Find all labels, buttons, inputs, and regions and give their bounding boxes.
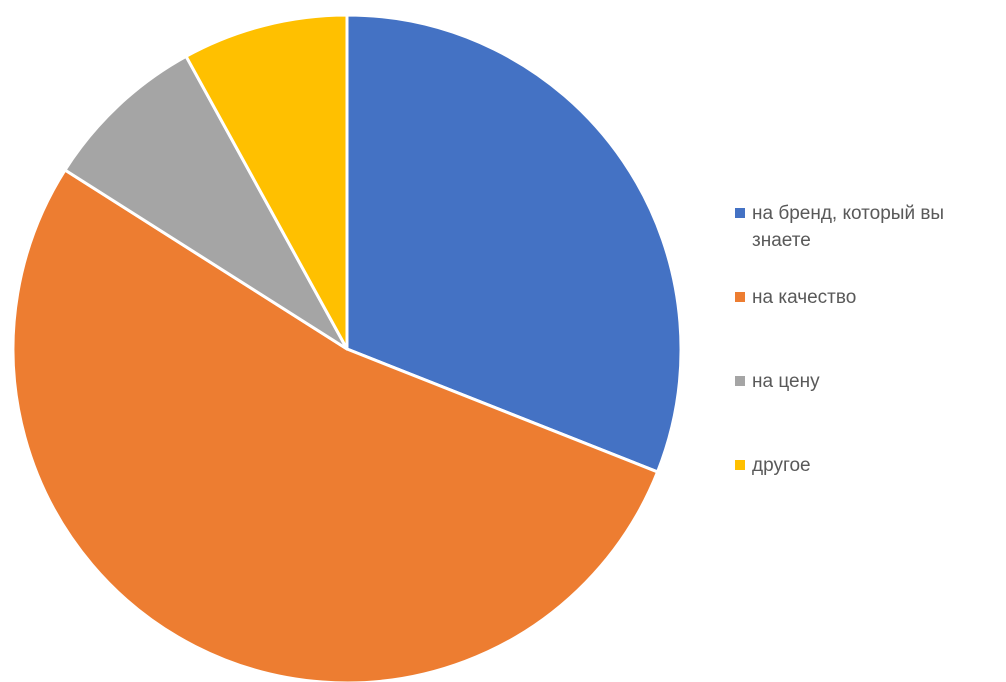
pie-slice-other — [184, 13, 349, 351]
pie-plot-area — [11, 13, 683, 682]
legend-item-brand: на бренд, который вы знаете — [735, 200, 1000, 254]
legend-swatch-quality — [735, 292, 745, 302]
legend-label-quality: на качество — [752, 287, 857, 308]
legend-swatch-other — [735, 460, 745, 470]
legend: на бренд, который вы знаете на качество … — [735, 200, 1000, 479]
legend-item-other: другое — [735, 452, 1000, 479]
pie-slice-quality — [11, 168, 660, 682]
legend-label-price: на цену — [752, 371, 820, 392]
legend-label-other: другое — [752, 455, 811, 476]
legend-swatch-brand — [735, 208, 745, 218]
legend-label-brand: на бренд, который вы знаете — [752, 203, 945, 251]
pie-slice-price — [63, 54, 349, 351]
legend-item-quality: на качество — [735, 284, 1000, 311]
pie-slice-brand — [345, 13, 683, 474]
legend-item-price: на цену — [735, 368, 1000, 395]
legend-swatch-price — [735, 376, 745, 386]
